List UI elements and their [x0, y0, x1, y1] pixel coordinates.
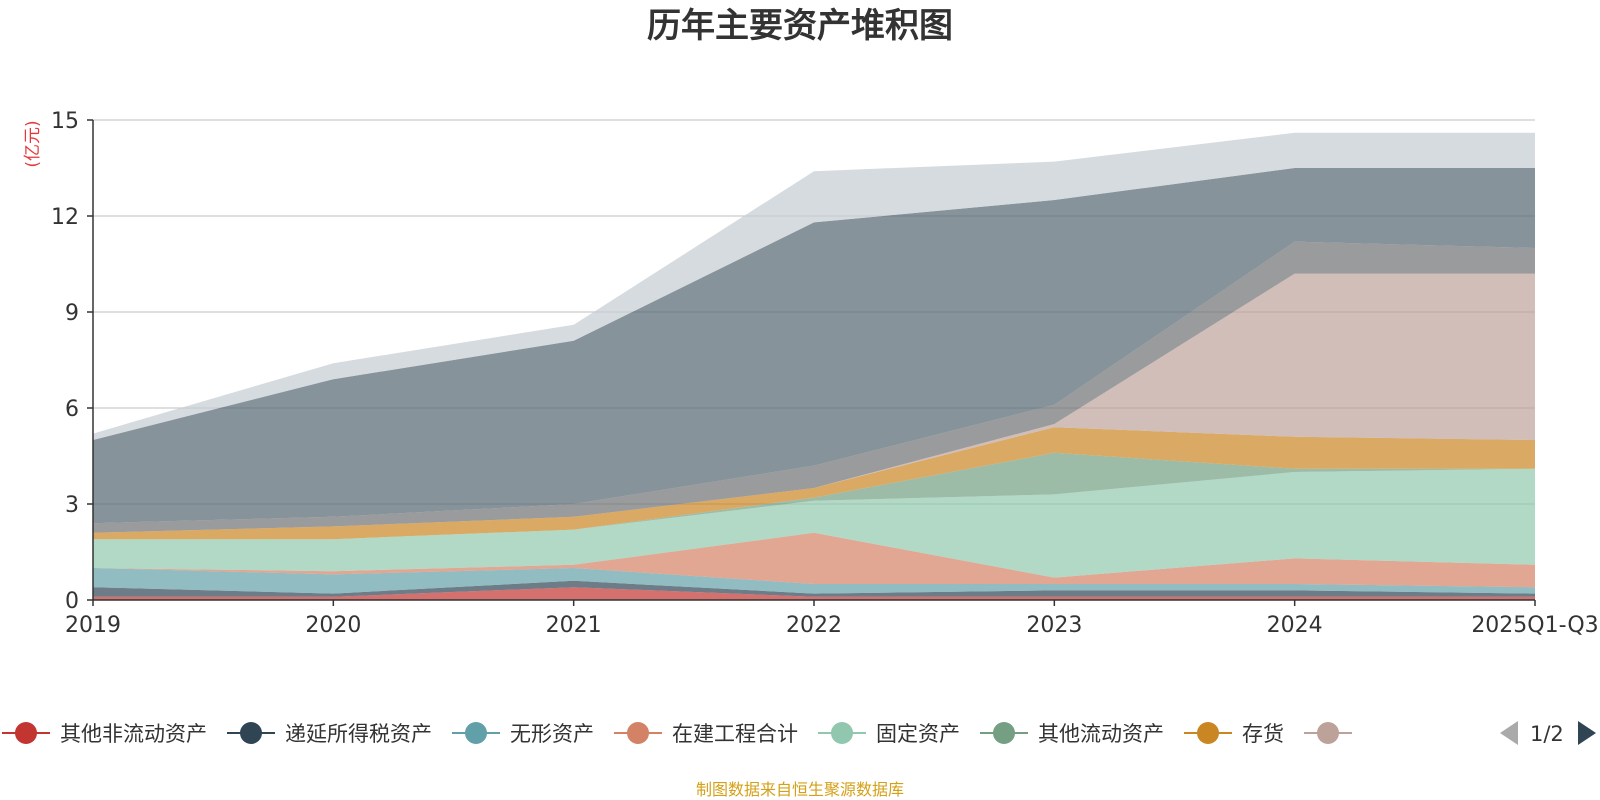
legend-item[interactable]: 其他非流动资产 — [2, 722, 207, 746]
legend-marker-icon — [1197, 722, 1219, 744]
legend-marker-icon — [831, 722, 853, 744]
legend-marker-icon — [465, 722, 487, 744]
area-series — [93, 132, 1535, 600]
legend-next-page-icon[interactable] — [1578, 721, 1596, 745]
area-series-3 — [93, 568, 1535, 594]
legend-label: 其他流动资产 — [1038, 722, 1164, 746]
y-tick-label: 12 — [51, 205, 79, 230]
area-series-7 — [93, 427, 1535, 540]
legend-item[interactable]: 其他流动资产 — [980, 722, 1164, 746]
x-tick-label: 2024 — [1267, 613, 1323, 638]
y-tick-label: 3 — [65, 493, 79, 518]
area-series-5 — [93, 468, 1535, 578]
legend-prev-page-icon[interactable] — [1500, 721, 1518, 745]
data-source-note: 制图数据来自恒生聚源数据库 — [696, 780, 904, 799]
legend-marker-icon — [993, 722, 1015, 744]
y-tick-label: 9 — [65, 301, 79, 326]
legend: 其他非流动资产 递延所得税资产 无形资产 在建工程合计 固定资产 其他流动资产 存货 — [2, 722, 1352, 746]
legend-marker-icon — [15, 722, 37, 744]
area-series-11 — [93, 132, 1535, 441]
y-tick-label: 0 — [65, 589, 79, 614]
legend-item[interactable]: 递延所得税资产 — [227, 722, 432, 746]
legend-pager: 1/2 — [1500, 721, 1596, 746]
legend-marker-icon — [240, 722, 262, 744]
x-tick-label: 2022 — [786, 613, 842, 638]
x-tick-label: 2025Q1-Q3 — [1471, 613, 1598, 638]
legend-page-indicator: 1/2 — [1530, 722, 1564, 746]
legend-item[interactable]: 固定资产 — [818, 722, 960, 746]
legend-label: 在建工程合计 — [672, 722, 798, 746]
legend-item[interactable]: 无形资产 — [452, 722, 594, 746]
legend-label: 递延所得税资产 — [285, 722, 432, 746]
x-tick-label: 2019 — [65, 613, 121, 638]
area-series-4 — [93, 532, 1535, 588]
legend-marker-icon — [627, 722, 649, 744]
legend-item[interactable] — [1304, 722, 1352, 744]
chart-title: 历年主要资产堆积图 — [647, 6, 953, 46]
y-tick-label: 15 — [51, 109, 79, 134]
x-tick-label: 2023 — [1026, 613, 1082, 638]
legend-item[interactable]: 存货 — [1184, 722, 1284, 746]
x-tick-label: 2021 — [546, 613, 602, 638]
axes: 0 3 6 9 12 15 2019 2020 2021 2022 2023 2024 2025Q1-Q… — [51, 109, 1599, 638]
area-series-2 — [93, 580, 1535, 597]
legend-label: 其他非流动资产 — [60, 722, 207, 746]
legend-marker-icon — [1317, 722, 1339, 744]
legend-item[interactable]: 在建工程合计 — [614, 722, 798, 746]
area-series-6 — [93, 452, 1535, 540]
legend-label: 存货 — [1242, 722, 1284, 746]
x-tick-label: 2020 — [305, 613, 361, 638]
y-axis-unit-label: (亿元) — [23, 120, 43, 167]
legend-label: 无形资产 — [510, 722, 594, 746]
y-tick-label: 6 — [65, 397, 79, 422]
area-series-9 — [93, 241, 1535, 533]
area-series-10 — [93, 168, 1535, 524]
area-series-8 — [93, 273, 1535, 533]
legend-label: 固定资产 — [876, 722, 960, 746]
